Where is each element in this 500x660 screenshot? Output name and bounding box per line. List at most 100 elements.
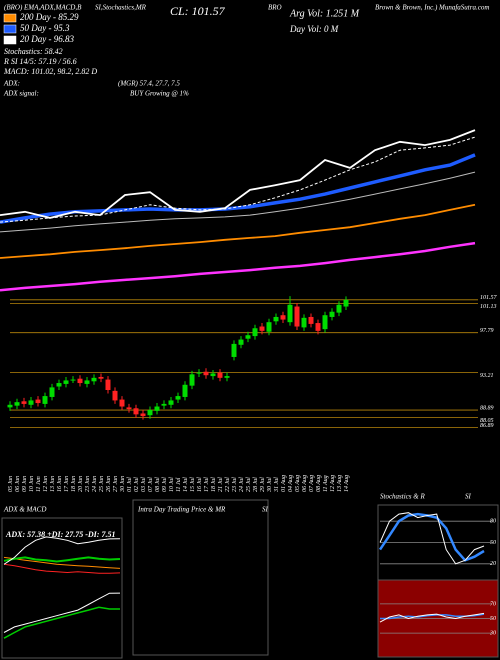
x-tick-label: 27 Jun bbox=[113, 476, 119, 492]
y-tick-label: 20 bbox=[490, 561, 496, 567]
series-line bbox=[379, 612, 485, 623]
candle-body bbox=[14, 402, 20, 406]
x-tick-label: 09 Jun bbox=[22, 476, 28, 492]
series-line bbox=[0, 203, 476, 259]
y-tick-label: 88.05 bbox=[480, 418, 494, 424]
candle-body bbox=[77, 378, 83, 384]
ticker: BRO bbox=[268, 4, 282, 12]
adx-signal-label: ADX signal: bbox=[3, 90, 39, 98]
series-line bbox=[379, 512, 485, 565]
candle-body bbox=[336, 304, 342, 313]
adx-values: (MGR) 57.4, 27.7, 7.5 bbox=[118, 80, 180, 88]
series-line bbox=[3, 563, 121, 574]
y-tick-label: 88.89 bbox=[480, 405, 494, 411]
candle-body bbox=[259, 326, 265, 331]
panel-title: ADX & MACD bbox=[3, 506, 46, 514]
candle-body bbox=[7, 404, 13, 408]
y-tick-label: 30 bbox=[489, 630, 496, 636]
y-tick-label: 97.79 bbox=[480, 328, 494, 334]
x-tick-label: 10 Jul bbox=[169, 477, 175, 492]
legend-label: 200 Day - 85.29 bbox=[20, 12, 79, 22]
legend-swatch bbox=[3, 24, 17, 34]
x-tick-label: 07 Aug bbox=[309, 475, 315, 492]
candle-body bbox=[84, 380, 90, 384]
candle-body bbox=[266, 322, 272, 332]
x-tick-label: 12 Aug bbox=[330, 475, 336, 492]
x-tick-label: 08 Aug bbox=[316, 475, 322, 492]
candle-body bbox=[49, 387, 55, 397]
y-tick-label: 70 bbox=[490, 601, 496, 607]
x-tick-label: 10 Jun bbox=[29, 476, 35, 492]
series-line bbox=[378, 512, 485, 562]
series-line bbox=[3, 556, 121, 563]
candle-body bbox=[35, 399, 41, 404]
day-vol: Day Vol: 0 M bbox=[289, 24, 339, 34]
legend-swatch bbox=[3, 13, 17, 23]
x-tick-label: 16 Jun bbox=[57, 476, 63, 492]
candle-body bbox=[98, 376, 104, 379]
intraday-title: Intra Day Trading Price & MR bbox=[137, 506, 226, 514]
candle-body bbox=[119, 399, 125, 407]
y-tick-label: 101.57 bbox=[480, 295, 498, 301]
adx-label: ADX: bbox=[3, 80, 20, 88]
series-line bbox=[3, 606, 120, 639]
x-tick-label: 11 Jun bbox=[36, 476, 42, 492]
candle-body bbox=[252, 328, 258, 337]
candle-body bbox=[322, 315, 328, 330]
series-line bbox=[0, 241, 476, 292]
x-tick-label: 13 Aug bbox=[337, 475, 343, 492]
x-tick-label: 02 Jul bbox=[134, 477, 140, 492]
x-tick-label: 14 Aug bbox=[343, 475, 350, 492]
candle-body bbox=[245, 335, 251, 339]
candle-body bbox=[56, 383, 62, 387]
adx-signal: BUY Growing @ 1% bbox=[130, 90, 189, 98]
x-tick-label: 01 Aug bbox=[281, 475, 287, 492]
candle-body bbox=[91, 377, 97, 382]
candle-body bbox=[175, 396, 181, 400]
series-line bbox=[0, 171, 476, 233]
x-tick-label: 08 Jul bbox=[155, 477, 161, 492]
legend-label: 50 Day - 95.3 bbox=[20, 23, 70, 33]
x-tick-label: 15 Jul bbox=[190, 477, 196, 492]
x-tick-label: 12 Jun bbox=[43, 476, 49, 492]
symbol-line: (BRO) EMA,ADX,MACD,B bbox=[4, 4, 82, 12]
intraday-si: SI bbox=[262, 506, 269, 514]
x-tick-label: 25 Jun bbox=[99, 476, 105, 492]
candle-body bbox=[161, 403, 167, 406]
x-tick-label: 11 Aug bbox=[323, 475, 329, 492]
candle-body bbox=[140, 413, 146, 417]
x-tick-label: 26 Jun bbox=[106, 476, 112, 492]
x-tick-label: 18 Jun bbox=[71, 476, 77, 492]
x-tick-label: 04 Aug bbox=[287, 475, 294, 492]
adx-panel bbox=[1, 517, 123, 659]
candle-body bbox=[294, 306, 300, 327]
x-tick-label: 24 Jun bbox=[91, 476, 98, 492]
x-tick-label: 29 Jul bbox=[260, 477, 266, 492]
candle-body bbox=[126, 407, 132, 410]
x-tick-label: 13 Jun bbox=[50, 476, 56, 492]
close: CL: 101.57 bbox=[170, 4, 226, 18]
rsi: R SI 14/5: 57.19 / 56.6 bbox=[3, 57, 77, 66]
candle-body bbox=[154, 406, 160, 411]
candle-body bbox=[280, 315, 286, 320]
candle-body bbox=[301, 317, 307, 328]
x-tick-label: 07 Jul bbox=[148, 477, 154, 492]
x-tick-label: 17 Jun bbox=[64, 476, 70, 492]
x-tick-label: 05 Aug bbox=[295, 475, 301, 492]
candle-body bbox=[315, 323, 321, 331]
candle-body bbox=[273, 316, 279, 322]
x-tick-label: 16 Jul bbox=[197, 477, 203, 492]
candle-body bbox=[133, 408, 139, 415]
x-tick-label: 11 Jul bbox=[176, 477, 182, 492]
candle-body bbox=[343, 299, 349, 307]
series-line bbox=[0, 129, 476, 219]
intraday-panel bbox=[132, 499, 269, 656]
series-line bbox=[3, 592, 121, 633]
candle-body bbox=[287, 304, 293, 323]
candle-body bbox=[70, 379, 76, 381]
x-tick-label: 06 Aug bbox=[302, 475, 308, 492]
candle-body bbox=[105, 379, 111, 390]
x-tick-label: 06 Jun bbox=[15, 476, 21, 492]
panel-title: Stochastics & R bbox=[380, 493, 425, 501]
